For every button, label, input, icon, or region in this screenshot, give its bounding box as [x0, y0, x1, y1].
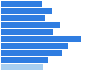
Bar [1, 22, 60, 28]
Bar [1, 57, 48, 63]
Bar [1, 50, 62, 56]
Bar [1, 43, 68, 49]
Bar [1, 15, 45, 21]
Bar [1, 8, 52, 14]
Bar [1, 64, 44, 70]
Bar [1, 29, 53, 35]
Bar [1, 1, 42, 7]
Bar [1, 36, 81, 42]
